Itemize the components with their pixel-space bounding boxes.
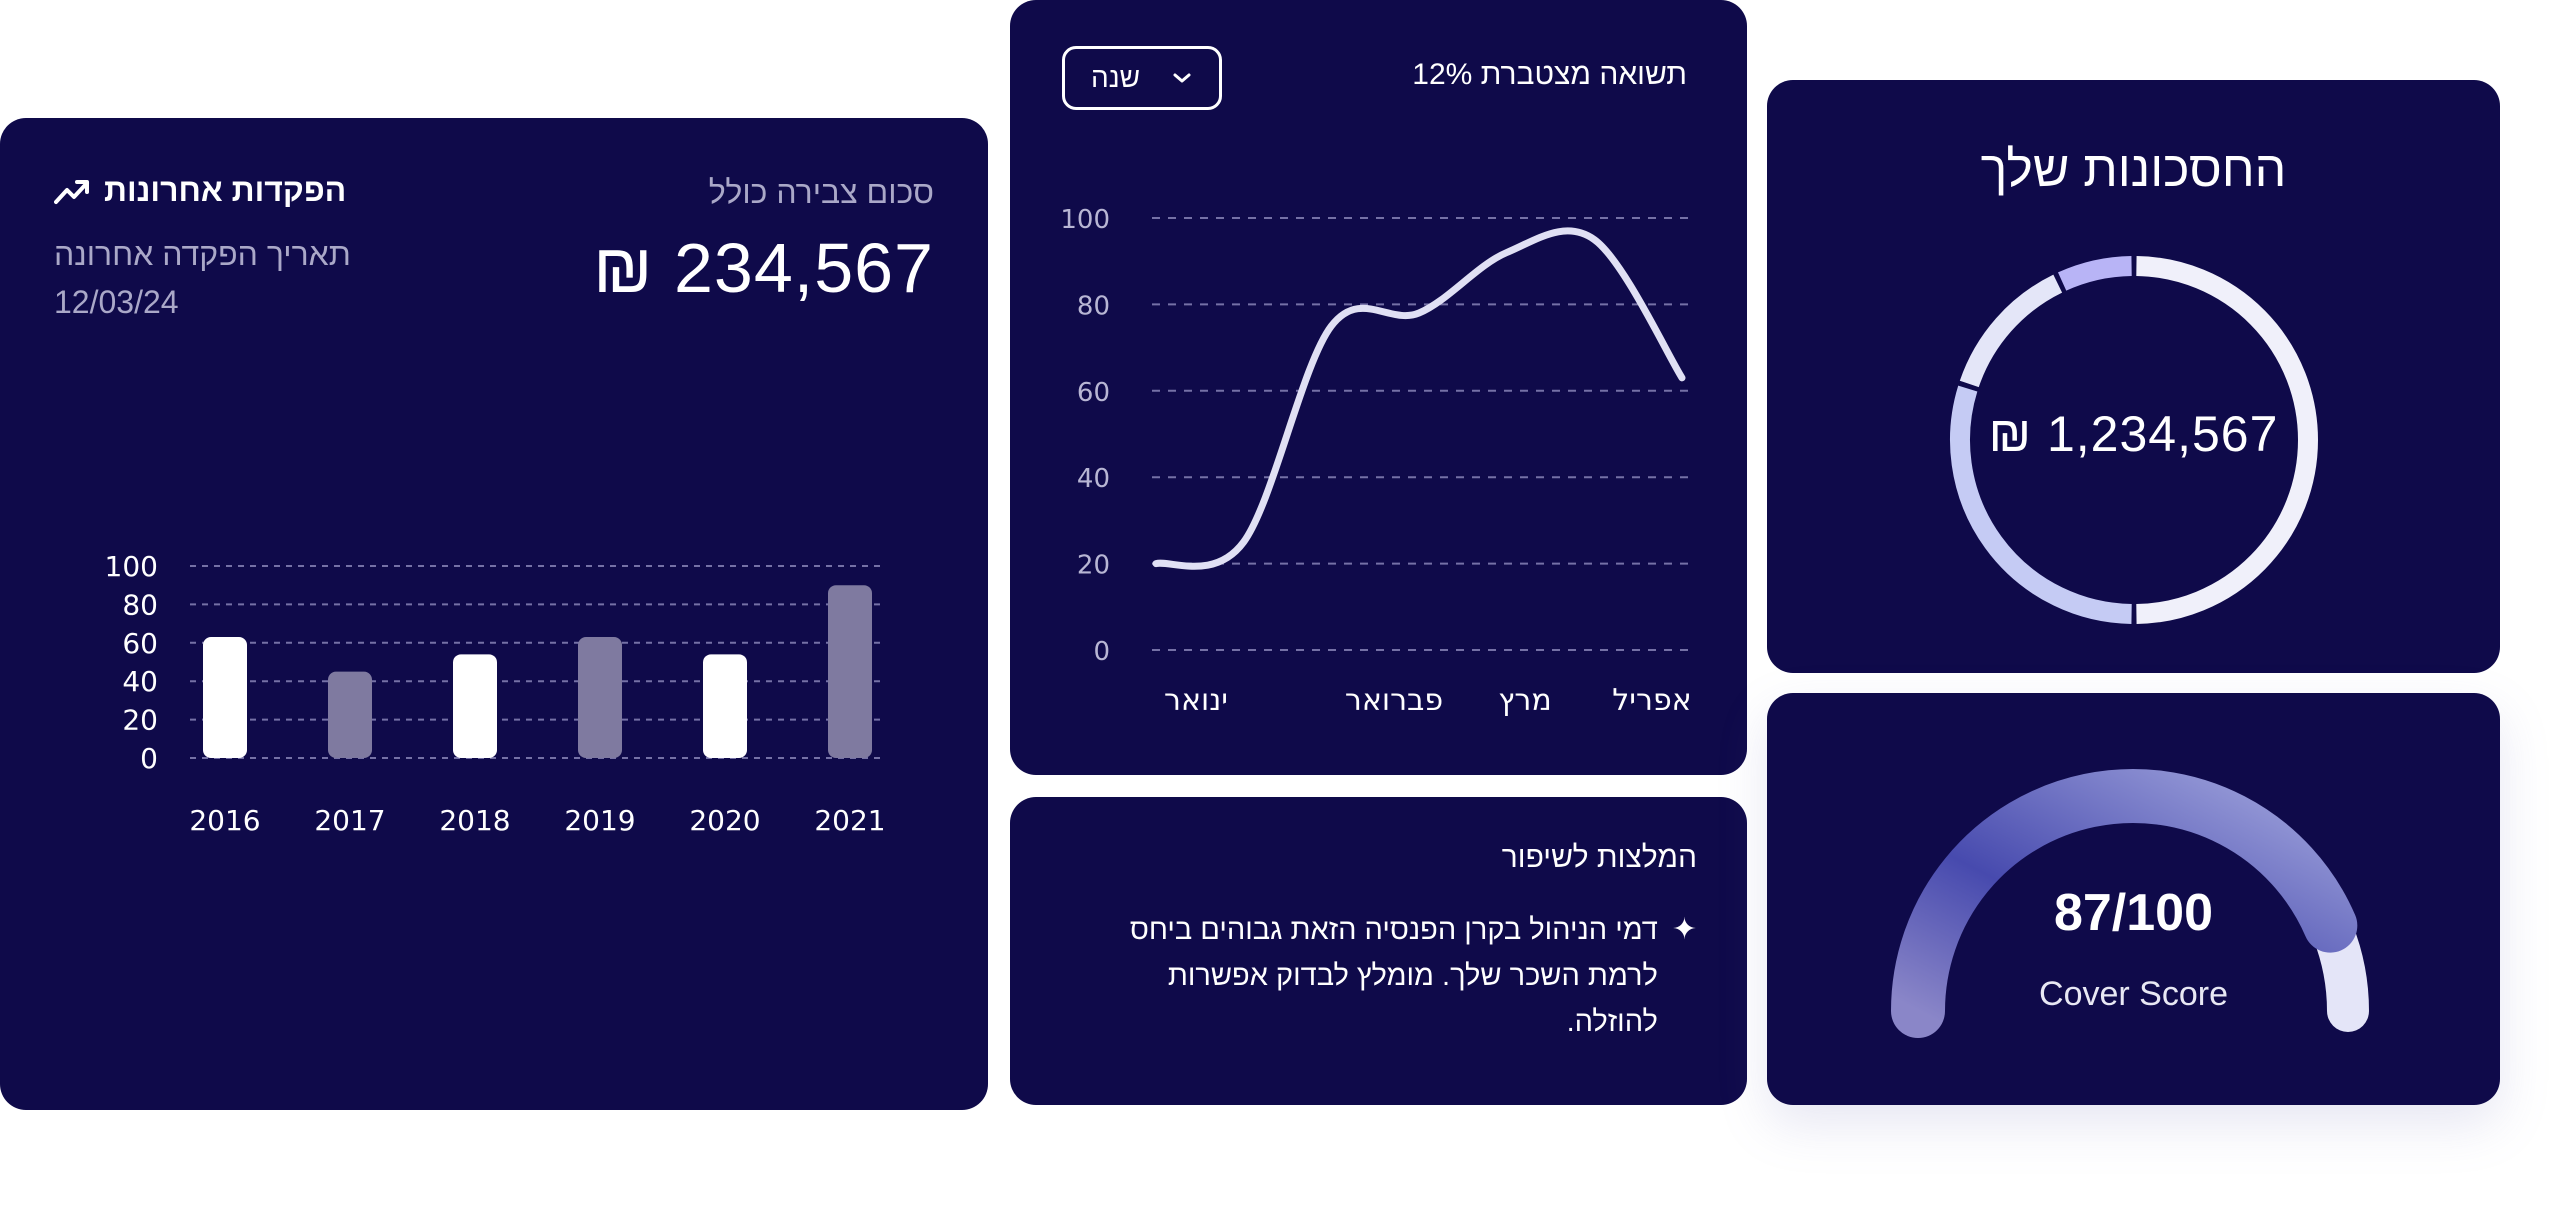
donut-slice — [1959, 274, 2063, 388]
bar-x-tick-label: 2019 — [564, 804, 635, 837]
line-y-tick-label: 40 — [1077, 464, 1110, 494]
recent-deposits-title: הפקדות אחרונות — [104, 172, 347, 208]
bar-x-tick-label: 2016 — [189, 804, 260, 837]
cumulative-return-line-chart: 0 20 40 60 80 100 ינואר פברואר מרץ אפריל — [1060, 205, 1691, 718]
savings-card: החסכונות שלך 1,234,567 ₪ — [1767, 80, 2500, 673]
bar-x-tick-label: 2020 — [689, 804, 760, 837]
line-y-tick-label: 80 — [1077, 291, 1110, 321]
bar-x-tick-label: 2017 — [314, 804, 385, 837]
bar-y-tick-label: 80 — [122, 588, 158, 621]
recommendations-title: המלצות לשיפור — [1501, 841, 1697, 874]
savings-total: 1,234,567 ₪ — [1988, 406, 2279, 462]
recommendations-card: המלצות לשיפור ✦ דמי הניהול בקרן הפנסיה ה… — [1010, 797, 1747, 1105]
bar-x-tick-label: 2018 — [439, 804, 510, 837]
bar-2017 — [328, 671, 372, 758]
cover-score-value: 87/100 — [2053, 884, 2214, 942]
period-select-value: שנה — [1091, 62, 1141, 93]
donut-slice — [2136, 256, 2318, 624]
donut-slice — [1950, 385, 2132, 624]
bar-2016 — [203, 637, 247, 758]
bar-y-tick-label: 40 — [122, 665, 158, 698]
deposits-bar-chart: 0 20 40 60 80 100 2016 2017 2018 2019 2020 2021 — [105, 550, 886, 837]
cover-score-label: Cover Score — [2039, 975, 2228, 1013]
sparkle-icon: ✦ — [1671, 913, 1697, 946]
bar-2018 — [453, 654, 497, 758]
recommendation-text: דמי הניהול בקרן הפנסיה הזאת גבוהים ביחס … — [1129, 914, 1658, 1038]
cover-score-gauge — [1891, 769, 2369, 1038]
bar-2020 — [703, 654, 747, 758]
last-deposit-date: 12/03/24 — [54, 284, 179, 320]
period-select[interactable]: שנה — [1062, 46, 1222, 110]
line-x-tick-label: מרץ — [1498, 683, 1552, 718]
cumulative-return-title: תשואה מצטברת 12% — [1412, 58, 1687, 91]
line-x-tick-label: אפריל — [1612, 683, 1691, 718]
line-y-tick-label: 20 — [1077, 551, 1110, 581]
total-accumulation-amount: 234,567 ₪ — [593, 229, 934, 307]
bar-y-tick-label: 100 — [105, 550, 158, 583]
cover-score-card: 87/100 Cover Score — [1767, 693, 2500, 1105]
line-y-tick-label: 60 — [1077, 378, 1110, 408]
recent-deposits-header[interactable]: הפקדות אחרונות — [54, 172, 346, 209]
bar-x-tick-label: 2021 — [814, 804, 885, 837]
bar-y-tick-label: 60 — [122, 627, 158, 660]
cumulative-return-card: תשואה מצטברת 12% שנה 0 20 40 60 80 100 ינואר פב… — [1010, 0, 1747, 775]
savings-donut-chart — [1950, 256, 2318, 624]
return-series-line — [1152, 227, 1686, 570]
last-deposit-info: תאריך הפקדה אחרונה 12/03/24 — [54, 230, 351, 326]
bar-2019 — [578, 637, 622, 758]
recommendation-item: ✦ דמי הניהול בקרן הפנסיה הזאת גבוהים ביח… — [1097, 907, 1697, 1045]
deposits-card: סכום צבירה כולל 234,567 ₪ הפקדות אחרונות… — [0, 118, 988, 1110]
line-y-tick-label: 100 — [1060, 205, 1110, 235]
chevron-down-icon — [1173, 73, 1191, 83]
total-accumulation-label: סכום צבירה כולל — [708, 174, 934, 210]
bar-y-tick-label: 0 — [140, 742, 158, 775]
bar-2021 — [828, 585, 872, 758]
gauge-fill — [1891, 769, 2358, 1038]
last-deposit-label: תאריך הפקדה אחרונה — [54, 236, 351, 272]
savings-title: החסכונות שלך — [1980, 141, 2287, 197]
donut-slice — [2057, 256, 2132, 291]
line-x-tick-label: פברואר — [1345, 683, 1443, 718]
line-x-tick-label: ינואר — [1164, 683, 1228, 718]
line-y-tick-label: 0 — [1093, 637, 1110, 667]
trending-up-icon — [54, 179, 89, 204]
bar-y-tick-label: 20 — [122, 704, 158, 737]
